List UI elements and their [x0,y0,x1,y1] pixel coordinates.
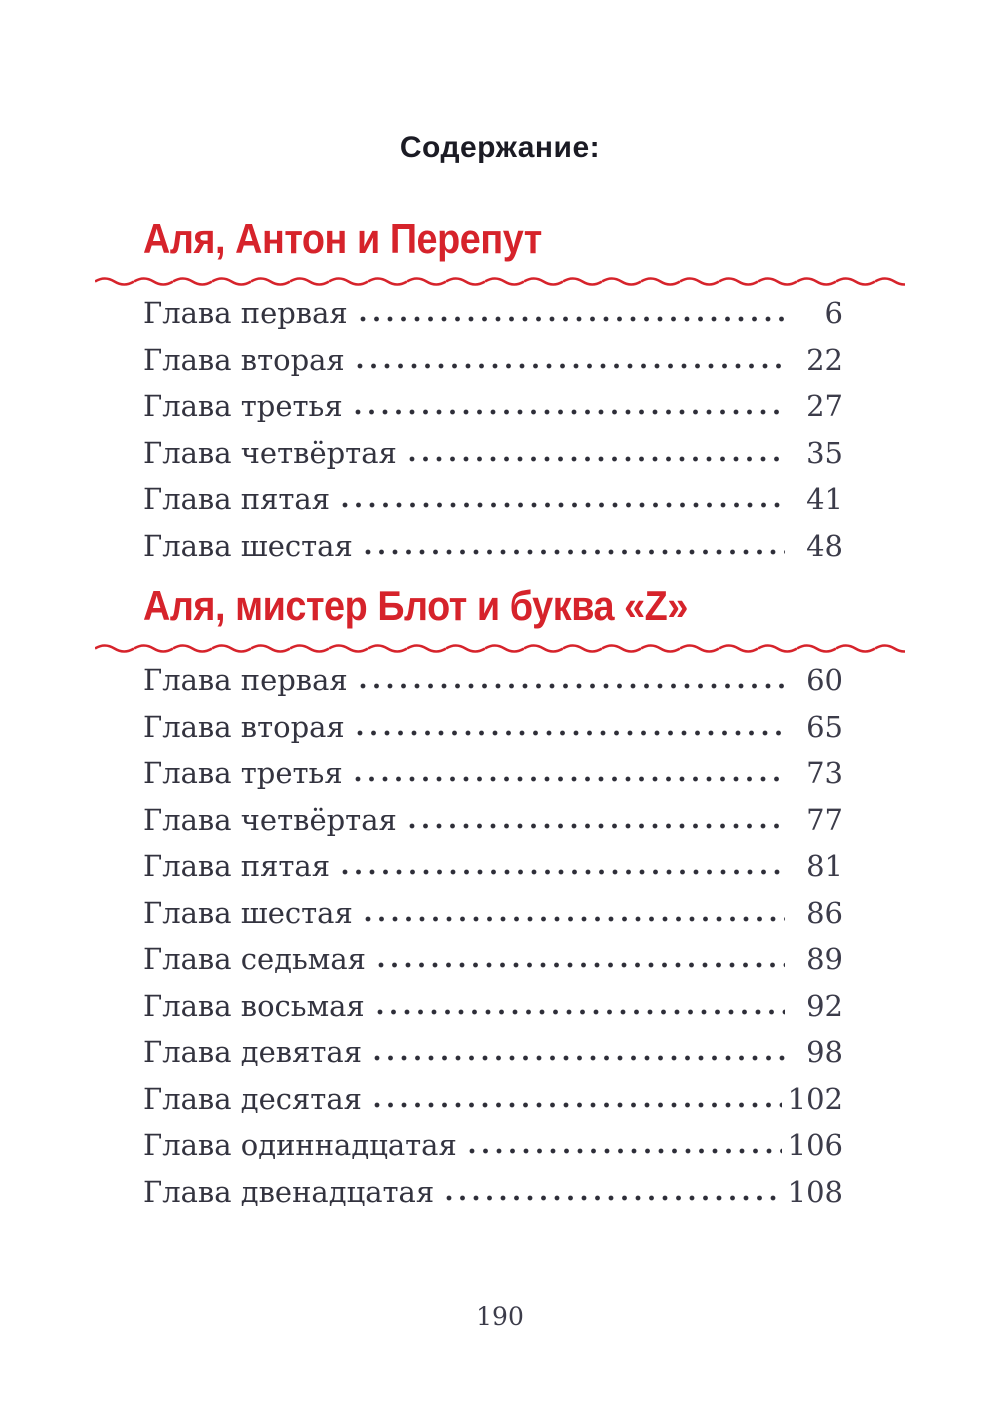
toc-entry-page: 41 [806,482,843,516]
toc-row: Глава пятая 41 [143,476,843,523]
toc-entry-page: 73 [806,756,843,790]
toc-entry-page: 108 [787,1174,843,1209]
toc-row: Глава вторая 65 [143,704,843,751]
dot-leader [364,548,785,555]
footer-page-number: 190 [476,1302,524,1331]
dot-leader [374,1055,785,1062]
dot-leader [377,962,785,969]
dot-leader [364,915,785,922]
toc-entry-page: 81 [806,849,843,883]
toc-entry-page: 22 [806,342,843,377]
toc-entry-label: Глава вторая [143,709,345,744]
toc-entry-page: 35 [806,435,843,470]
toc-entry-page: 92 [806,988,843,1023]
dot-leader [354,409,785,416]
toc-entry-label: Глава седьмая [143,942,366,976]
section-entries: Глава первая 60 Глава вторая 65 Глава тр… [143,657,843,1215]
toc-entry-page: 106 [787,1128,843,1162]
section: Аля, мистер Блот и буква «Z» Глава перва… [95,585,905,1215]
toc-entry-label: Глава четвёртая [143,435,397,470]
toc-entry-page: 89 [806,942,843,976]
toc-entry-label: Глава вторая [143,342,345,377]
toc-row: Глава третья 73 [143,750,843,797]
toc-row: Глава десятая 102 [143,1076,843,1123]
toc-entry-page: 6 [824,296,843,330]
dot-leader [359,683,785,690]
toc-row: Глава четвёртая 35 [143,430,843,477]
toc-row: Глава пятая 81 [143,843,843,890]
section-entries: Глава первая 6 Глава вторая 22 Глава тре… [143,290,843,569]
dot-leader [468,1148,782,1155]
section: Аля, Антон и Перепут Глава первая 6 Глав… [95,218,905,569]
dot-leader [342,502,785,509]
dot-leader [408,455,785,462]
dot-leader [356,362,785,369]
toc-entry-label: Глава десятая [143,1081,362,1116]
toc-entry-label: Глава шестая [143,528,353,563]
toc-entry-page: 86 [806,895,843,930]
toc-entry-label: Глава пятая [143,482,330,516]
toc-row: Глава шестая 86 [143,890,843,937]
dot-leader [342,869,785,876]
toc-row: Глава двенадцатая 108 [143,1169,843,1216]
dot-leader [354,776,785,783]
toc-entry-label: Глава шестая [143,895,353,930]
wavy-divider-line [95,641,905,655]
toc-entry-label: Глава восьмая [143,988,365,1023]
contents-title: Содержание: [399,131,601,164]
toc-entry-page: 65 [806,709,843,744]
toc-row: Глава первая 6 [143,290,843,337]
dot-leader [446,1194,782,1201]
dot-leader [356,729,785,736]
toc-entry-label: Глава третья [143,756,343,790]
toc-entry-label: Глава девятая [143,1035,363,1069]
toc-row: Глава вторая 22 [143,337,843,384]
toc-row: Глава девятая 98 [143,1029,843,1076]
section-heading: Аля, мистер Блот и буква «Z» [143,585,843,627]
wavy-divider-line [95,274,905,288]
toc-entry-label: Глава первая [143,663,348,697]
toc-row: Глава одиннадцатая 106 [143,1122,843,1169]
toc-entry-page: 98 [806,1035,843,1069]
toc-entry-page: 102 [787,1081,843,1116]
toc-row: Глава седьмая 89 [143,936,843,983]
toc-entry-label: Глава четвёртая [143,802,397,837]
toc-entry-page: 27 [806,389,843,423]
toc-row: Глава восьмая 92 [143,983,843,1030]
section-heading: Аля, Антон и Перепут [143,218,843,260]
dot-leader [359,316,785,323]
toc-row: Глава четвёртая 77 [143,797,843,844]
toc-entry-page: 60 [806,663,843,697]
toc-row: Глава шестая 48 [143,523,843,570]
toc-entry-label: Глава двенадцатая [143,1174,435,1209]
dot-leader [408,822,785,829]
toc-entry-label: Глава третья [143,389,343,423]
toc-entry-label: Глава первая [143,296,348,330]
toc-row: Глава первая 60 [143,657,843,704]
toc-row: Глава третья 27 [143,383,843,430]
section-heading-text: Аля, мистер Блот и буква «Z» [143,582,688,629]
toc-entry-label: Глава пятая [143,849,330,883]
toc-sections: Аля, Антон и Перепут Глава первая 6 Глав… [95,218,905,1215]
dot-leader [373,1101,782,1108]
toc-entry-label: Глава одиннадцатая [143,1128,457,1162]
dot-leader [376,1008,785,1015]
section-heading-text: Аля, Антон и Перепут [143,215,542,262]
toc-entry-page: 48 [806,528,843,563]
toc-entry-page: 77 [806,802,843,837]
